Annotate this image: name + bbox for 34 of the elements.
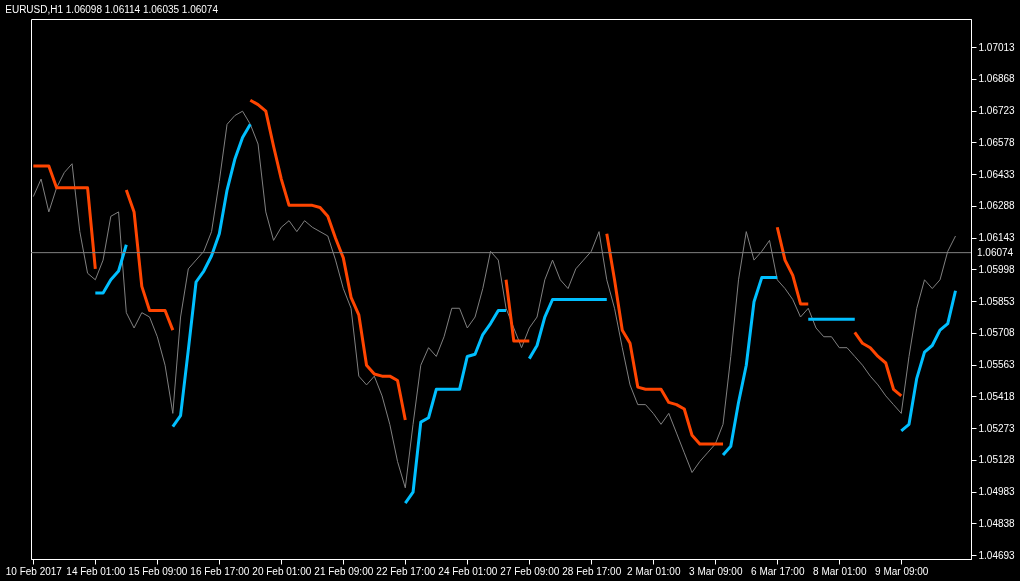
x-tick-label: 28 Feb 17:00: [562, 565, 622, 577]
x-tick-label: 16 Feb 17:00: [190, 565, 250, 577]
y-tick-label: 1.05998: [978, 263, 1016, 275]
x-tick-label: 24 Feb 01:00: [438, 565, 498, 577]
chart-title: EURUSD,H1 1.06098 1.06114 1.06035 1.06074: [5, 4, 219, 15]
y-tick-label: 1.06433: [978, 168, 1016, 180]
y-tick-label: 1.06578: [978, 136, 1016, 148]
y-tick-label: 1.05273: [978, 422, 1016, 434]
y-tick-label: 1.06868: [978, 73, 1016, 85]
x-tick-label: 21 Feb 09:00: [314, 565, 374, 577]
x-tick-label: 22 Feb 17:00: [376, 565, 436, 577]
y-tick-label: 1.04693: [978, 549, 1016, 561]
x-tick-label: 6 Mar 17:00: [751, 565, 805, 577]
x-tick-label: 20 Feb 01:00: [252, 565, 312, 577]
y-tick-label: 1.05418: [978, 390, 1016, 402]
x-tick-label: 9 Mar 09:00: [875, 565, 929, 577]
x-tick-label: 27 Feb 09:00: [500, 565, 560, 577]
y-tick-label: 1.05708: [978, 327, 1016, 339]
y-tick-label: 1.05853: [978, 295, 1016, 307]
ref-line-label: 1.06074: [977, 246, 1014, 258]
y-tick-label: 1.06288: [978, 200, 1016, 212]
x-tick-label: 8 Mar 01:00: [813, 565, 867, 577]
y-tick-label: 1.06723: [978, 105, 1016, 117]
x-tick-label: 14 Feb 01:00: [66, 565, 126, 577]
y-tick-label: 1.05563: [978, 359, 1016, 371]
y-tick-label: 1.07013: [978, 41, 1016, 53]
y-tick-label: 1.06143: [978, 232, 1016, 244]
y-tick-label: 1.05128: [978, 454, 1016, 466]
x-tick-label: 2 Mar 01:00: [627, 565, 681, 577]
y-tick-label: 1.04983: [978, 486, 1016, 498]
x-tick-label: 15 Feb 09:00: [128, 565, 188, 577]
x-tick-label: 3 Mar 09:00: [689, 565, 743, 577]
x-tick-label: 10 Feb 2017: [5, 565, 63, 577]
y-tick-label: 1.04838: [978, 517, 1016, 529]
